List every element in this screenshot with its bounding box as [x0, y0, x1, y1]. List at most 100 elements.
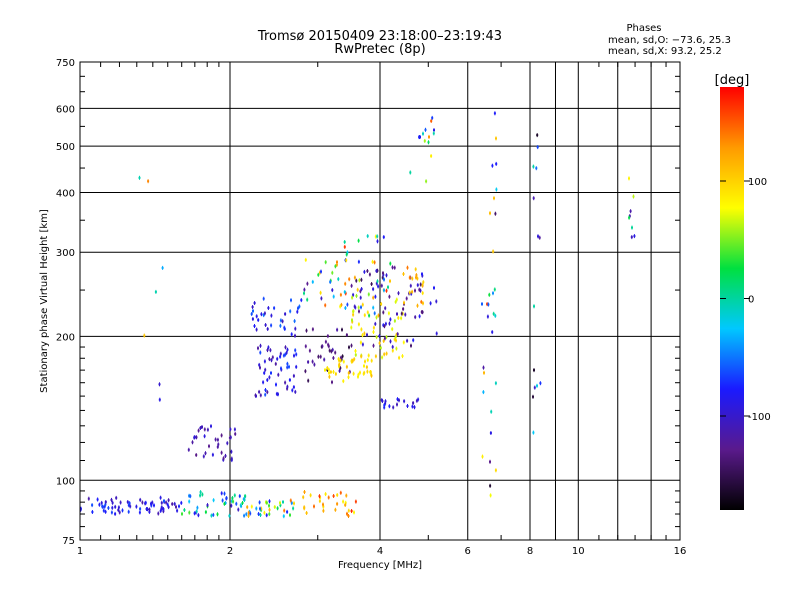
data-point — [338, 368, 341, 373]
data-point — [384, 399, 387, 404]
data-point — [421, 272, 423, 277]
data-point — [353, 304, 356, 309]
data-point — [366, 369, 369, 374]
data-point — [486, 314, 489, 319]
data-point — [418, 314, 421, 319]
data-point — [421, 283, 424, 288]
data-point — [382, 310, 385, 315]
data-point — [150, 501, 152, 506]
data-point — [361, 302, 364, 307]
data-point — [253, 324, 256, 328]
data-point — [160, 506, 163, 511]
data-point — [246, 505, 249, 510]
data-point — [212, 512, 215, 517]
data-point — [171, 502, 174, 506]
data-point — [380, 283, 383, 288]
data-point — [141, 500, 144, 505]
data-point — [188, 499, 191, 504]
data-point — [374, 354, 377, 359]
data-point — [405, 296, 408, 301]
data-point — [282, 514, 285, 519]
data-point — [274, 361, 277, 366]
data-point — [228, 513, 231, 518]
data-point — [241, 501, 244, 505]
data-point — [414, 267, 417, 272]
data-point — [332, 494, 335, 498]
data-point — [279, 351, 282, 356]
data-point — [286, 361, 289, 366]
data-point — [322, 504, 325, 509]
data-point — [223, 501, 226, 506]
data-point — [372, 305, 375, 310]
data-point — [357, 372, 360, 377]
data-point — [268, 499, 271, 504]
data-point — [178, 504, 180, 509]
data-point — [173, 501, 176, 506]
data-point — [328, 374, 331, 379]
data-point — [263, 371, 266, 375]
data-point — [345, 364, 348, 369]
data-point — [372, 295, 375, 300]
x-axis-label: Frequency [MHz] — [338, 560, 422, 571]
data-point — [410, 291, 413, 296]
data-point — [494, 211, 497, 216]
data-point — [360, 287, 363, 291]
data-point — [284, 352, 287, 357]
data-point — [400, 311, 403, 316]
data-point — [391, 327, 394, 332]
data-point — [311, 327, 314, 332]
data-point — [103, 504, 106, 509]
data-point — [495, 187, 498, 192]
data-point — [375, 335, 378, 340]
data-point — [358, 278, 361, 283]
data-point — [291, 388, 294, 393]
data-point — [494, 468, 497, 473]
data-point — [176, 508, 179, 513]
data-point — [294, 326, 297, 331]
data-point — [376, 268, 379, 273]
data-point — [336, 260, 338, 265]
data-point — [327, 367, 330, 372]
data-point — [253, 301, 256, 305]
colorbar-tick-label: -100 — [748, 412, 771, 423]
data-point — [383, 336, 386, 341]
data-point — [381, 355, 384, 360]
data-point — [293, 501, 295, 506]
data-point — [398, 398, 400, 403]
data-point — [214, 437, 217, 442]
data-point — [139, 497, 142, 502]
plot-frame — [79, 61, 681, 541]
data-point — [389, 279, 391, 284]
x-tick-label: 1 — [77, 546, 83, 557]
data-point — [326, 334, 329, 339]
data-point — [117, 505, 120, 510]
data-point — [167, 498, 170, 503]
data-point — [322, 508, 325, 513]
data-point — [157, 511, 160, 516]
data-point — [383, 352, 386, 357]
colorbar-tick-label: 100 — [748, 177, 767, 188]
data-point — [403, 300, 405, 305]
data-point — [224, 453, 227, 458]
data-point — [277, 392, 279, 397]
data-point — [288, 364, 290, 369]
data-point — [297, 306, 299, 311]
data-point — [135, 504, 138, 509]
data-point — [111, 500, 114, 505]
data-point — [334, 371, 337, 376]
data-point — [324, 339, 327, 344]
data-point — [413, 405, 416, 410]
data-point — [489, 211, 491, 216]
data-point — [375, 315, 378, 320]
data-point — [117, 508, 120, 512]
data-point — [279, 323, 282, 328]
data-point — [483, 370, 485, 375]
data-point — [406, 265, 409, 270]
data-point — [370, 358, 373, 363]
data-point — [495, 161, 498, 166]
data-point — [284, 345, 287, 350]
data-point — [203, 427, 206, 432]
data-point — [229, 427, 232, 432]
data-point — [221, 498, 224, 503]
data-point — [281, 319, 284, 324]
